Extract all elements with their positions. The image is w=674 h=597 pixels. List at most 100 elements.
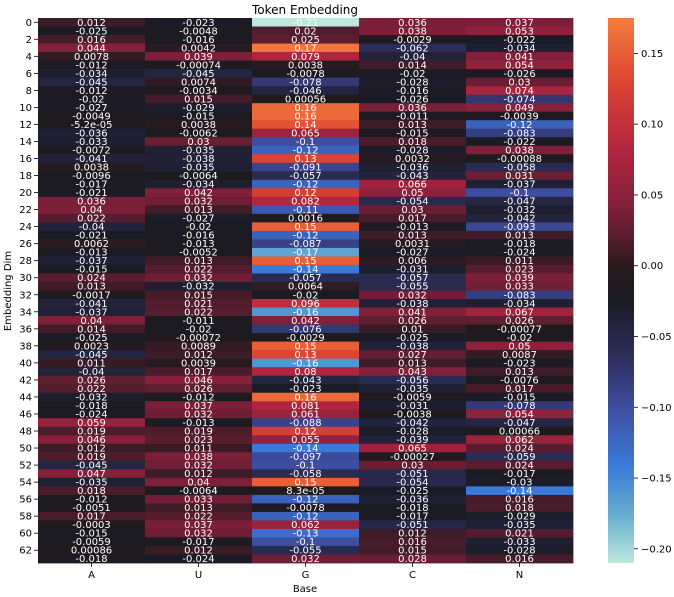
heatmap-cell	[38, 554, 146, 564]
heatmap-cell-label: -0.031	[396, 265, 428, 276]
colorbar	[608, 18, 634, 563]
heatmap-cell-label: -0.047	[503, 197, 535, 208]
heatmap-cell-label: -0.076	[289, 324, 321, 335]
heatmap-cell	[359, 205, 467, 215]
heatmap-cell-label: -0.026	[503, 69, 535, 80]
heatmap-cell-label: 0.027	[398, 350, 427, 361]
heatmap-cell-label: -0.12	[293, 231, 319, 242]
heatmap-cell	[359, 418, 467, 428]
heatmap-cell-label: -0.015	[396, 128, 428, 139]
heatmap-cell-label: 0.038	[184, 452, 213, 463]
heatmap-cell	[359, 392, 467, 402]
heatmap-cell	[359, 103, 467, 113]
heatmap-cell	[359, 273, 467, 283]
heatmap-cell	[359, 137, 467, 147]
heatmap-cell-label: -0.0034	[179, 86, 218, 97]
heatmap-cell	[145, 137, 253, 147]
heatmap-cell-label: -0.045	[75, 350, 107, 361]
heatmap-cell	[359, 222, 467, 232]
heatmap-cell-label: 0.03	[401, 461, 423, 472]
heatmap-cell-label: 0.017	[77, 512, 106, 523]
heatmap-cell-label: 0.059	[77, 418, 106, 429]
heatmap-cell-label: 0.039	[184, 52, 213, 63]
heatmap-cell	[252, 273, 360, 283]
heatmap-cell	[252, 69, 360, 79]
heatmap-cell	[359, 333, 467, 342]
heatmap-cell-label: 0.011	[505, 256, 534, 267]
heatmap-cell	[466, 26, 574, 36]
y-tick-label: 46	[19, 409, 32, 420]
heatmap-cell	[466, 290, 574, 300]
heatmap-cell-label: -0.022	[503, 137, 535, 148]
heatmap-cell-label: -0.028	[396, 145, 428, 156]
heatmap-cell	[38, 384, 146, 394]
colorbar-tick-label: −0.20	[641, 544, 672, 555]
heatmap-cell-label: -0.14	[507, 486, 533, 497]
heatmap-cell-label: -0.0078	[286, 503, 325, 514]
heatmap-cell	[38, 520, 146, 530]
heatmap-cell	[252, 145, 360, 155]
heatmap-cell	[466, 213, 574, 223]
heatmap-cell-label: 0.042	[291, 316, 320, 327]
heatmap-cell	[466, 401, 574, 411]
y-tick-label: 8	[26, 86, 32, 97]
heatmap-cell-label: 0.054	[505, 409, 534, 420]
heatmap-cell	[466, 443, 574, 453]
heatmap-cell-label: -0.028	[396, 427, 428, 438]
heatmap-cell-label: -0.0076	[500, 375, 539, 386]
heatmap-cell	[38, 188, 146, 198]
heatmap-cell	[466, 486, 574, 496]
x-tick-label: N	[516, 570, 523, 581]
heatmap-cell-label: -0.027	[75, 103, 107, 114]
heatmap-cell	[38, 145, 146, 155]
heatmap-cell	[359, 409, 467, 419]
heatmap-cell	[466, 545, 574, 555]
heatmap-cell	[466, 162, 574, 172]
heatmap-cell-label: 0.016	[505, 554, 534, 565]
heatmap-cell-label: -0.015	[75, 529, 107, 540]
heatmap-cell-label: -0.034	[75, 69, 107, 80]
heatmap-cell	[466, 324, 574, 334]
heatmap-cell	[145, 222, 253, 232]
heatmap-cell-label: 0.032	[184, 409, 213, 420]
heatmap-cell	[145, 520, 253, 530]
heatmap-cell	[252, 171, 360, 181]
heatmap-cell-label: 0.013	[505, 367, 534, 378]
heatmap-cell-label: 0.032	[398, 290, 427, 301]
heatmap-cell-label: 0.021	[505, 529, 534, 540]
heatmap-cell	[252, 358, 360, 368]
heatmap-cell	[145, 188, 253, 198]
heatmap-cell-label: -0.025	[75, 26, 107, 37]
heatmap-cell	[38, 103, 146, 113]
heatmap-cell	[359, 179, 467, 189]
heatmap-cell	[252, 469, 360, 479]
heatmap-cell	[145, 213, 253, 223]
heatmap-cell-label: -0.12	[507, 120, 533, 131]
heatmap-cell-label: -0.045	[75, 461, 107, 472]
heatmap-cell	[466, 239, 574, 249]
heatmap-cell	[252, 196, 360, 206]
heatmap-cell	[466, 196, 574, 206]
heatmap-cell	[466, 477, 574, 487]
heatmap-cell	[145, 111, 253, 121]
heatmap-cell	[466, 264, 574, 274]
heatmap-cell	[38, 77, 146, 87]
heatmap-cell	[252, 86, 360, 96]
heatmap-cell	[359, 154, 467, 164]
heatmap-cell-label: 0.013	[398, 231, 427, 242]
heatmap-cell	[145, 375, 253, 385]
heatmap-cell	[252, 43, 360, 53]
heatmap-cell	[38, 281, 146, 291]
heatmap-cell	[252, 333, 360, 342]
heatmap-cell	[252, 239, 360, 249]
heatmap-cell-label: -0.12	[293, 180, 319, 191]
heatmap-cell	[38, 290, 146, 300]
heatmap-cell-label: 0.013	[77, 282, 106, 293]
heatmap-cell	[359, 316, 467, 325]
heatmap-cell-label: 0.031	[505, 171, 534, 182]
heatmap-cell-label: 0.017	[505, 384, 534, 395]
heatmap-cell-label: -0.043	[396, 171, 428, 182]
heatmap-cell	[359, 401, 467, 411]
heatmap-cell-label: -0.013	[75, 248, 107, 259]
heatmap-cell-label: -0.034	[503, 299, 535, 310]
